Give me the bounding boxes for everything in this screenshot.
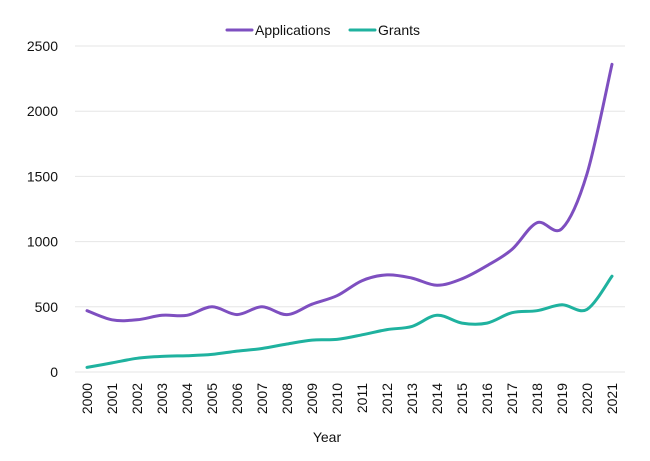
x-tick-label-2001: 2001 <box>104 383 120 414</box>
x-tick-label-2008: 2008 <box>279 383 295 414</box>
x-tick-label-2004: 2004 <box>179 383 195 414</box>
gridlines <box>75 45 625 373</box>
y-tick-label-500: 500 <box>35 299 59 315</box>
x-tick-label-2012: 2012 <box>379 383 395 414</box>
y-tick-label-2000: 2000 <box>27 103 58 119</box>
x-tick-label-2000: 2000 <box>79 383 95 414</box>
x-tick-label-2019: 2019 <box>554 383 570 414</box>
series-lines <box>85 62 614 369</box>
x-tick-label-2015: 2015 <box>454 383 470 414</box>
x-tick-label-2006: 2006 <box>229 383 245 414</box>
x-tick-label-2021: 2021 <box>604 383 620 414</box>
y-tick-label-1000: 1000 <box>27 234 58 250</box>
x-tick-label-2016: 2016 <box>479 383 495 414</box>
series-line-applications <box>85 62 614 323</box>
x-tick-label-2011: 2011 <box>354 383 370 413</box>
x-tick-label-2013: 2013 <box>404 383 420 414</box>
x-tick-label-2009: 2009 <box>304 383 320 414</box>
x-tick-label-2014: 2014 <box>429 383 445 414</box>
legend-label-grants: Grants <box>378 22 420 38</box>
y-axis-ticks: 0 500 1000 1500 2000 2500 <box>27 38 58 380</box>
x-axis-title: Year <box>313 429 342 445</box>
y-tick-label-0: 0 <box>50 364 58 380</box>
legend: Applications Grants <box>225 22 420 38</box>
y-tick-label-1500: 1500 <box>27 168 58 184</box>
x-tick-label-2018: 2018 <box>529 383 545 414</box>
y-tick-label-2500: 2500 <box>27 38 58 54</box>
series-line-grants <box>85 274 614 369</box>
x-tick-label-2003: 2003 <box>154 383 170 414</box>
x-tick-label-2010: 2010 <box>329 383 345 414</box>
x-tick-label-2020: 2020 <box>579 383 595 414</box>
x-axis-ticks: 2000 2001 2002 2003 2004 2005 2006 2007 2008 2009… <box>79 383 620 414</box>
legend-label-applications: Applications <box>255 22 331 38</box>
x-tick-label-2005: 2005 <box>204 383 220 414</box>
x-tick-label-2007: 2007 <box>254 383 270 414</box>
x-tick-label-2017: 2017 <box>504 383 520 414</box>
x-tick-label-2002: 2002 <box>129 383 145 414</box>
